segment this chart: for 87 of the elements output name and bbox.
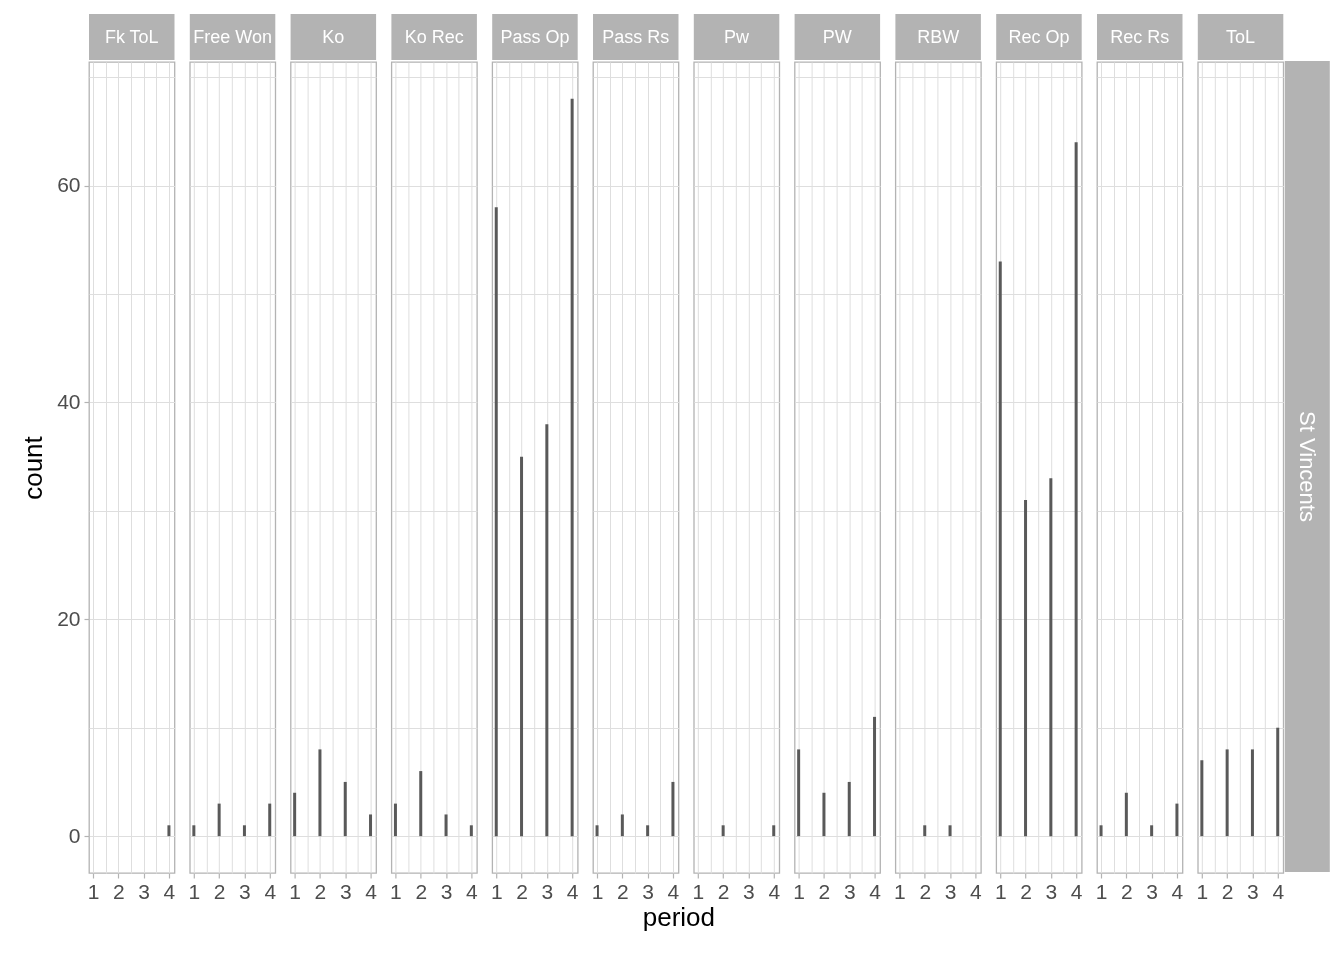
bar xyxy=(469,825,473,837)
chart-title: Rec Rs xyxy=(1110,27,1170,47)
x-tick-label: 3 xyxy=(1247,879,1259,903)
x-tick-label: 3 xyxy=(743,879,755,903)
bar xyxy=(998,261,1002,837)
x-tick-label: 4 xyxy=(1070,879,1083,903)
x-tick-label: 2 xyxy=(818,879,831,903)
bar xyxy=(318,749,322,837)
bar xyxy=(343,781,347,837)
x-tick-label: 2 xyxy=(717,879,730,903)
x-tick-label: 2 xyxy=(1020,879,1032,903)
bar xyxy=(520,456,524,837)
y-axis-title: count xyxy=(18,435,49,500)
x-tick-label: 1 xyxy=(188,879,201,903)
x-tick-label: 4 xyxy=(667,879,680,903)
x-tick-label: 2 xyxy=(213,879,226,903)
chart-title: ToL xyxy=(1226,27,1256,47)
bar xyxy=(797,749,801,837)
bar xyxy=(369,814,373,837)
chart-title: PW xyxy=(822,27,852,47)
x-tick-label: 1 xyxy=(289,879,301,903)
x-tick-label: 2 xyxy=(1121,879,1133,903)
x-tick-label: 1 xyxy=(692,879,705,903)
bar xyxy=(393,803,397,837)
bar xyxy=(570,98,574,837)
chart-title: Ko xyxy=(322,27,345,47)
x-tick-label: 3 xyxy=(239,879,251,903)
bar xyxy=(1024,500,1028,837)
bar xyxy=(1074,142,1078,837)
x-tick-label: 2 xyxy=(617,879,629,903)
x-tick-label: 2 xyxy=(1221,879,1234,903)
x-tick-label: 4 xyxy=(566,879,579,903)
x-tick-label: 1 xyxy=(1095,879,1108,903)
chart-title: Pass Op xyxy=(500,27,570,47)
bar xyxy=(419,771,423,837)
x-tick-label: 4 xyxy=(1171,879,1184,903)
x-tick-label: 3 xyxy=(1045,879,1058,903)
x-tick-label: 4 xyxy=(768,879,781,903)
x-tick-label: 3 xyxy=(944,879,957,903)
x-tick-label: 1 xyxy=(1196,879,1209,903)
x-tick-label: 4 xyxy=(1272,879,1285,903)
bar xyxy=(293,792,297,837)
chart-title: Rec Op xyxy=(1008,27,1070,47)
chart-title: Pw xyxy=(724,27,751,47)
bar xyxy=(494,207,498,837)
x-tick-label: 3 xyxy=(642,879,654,903)
chart-title: Fk ToL xyxy=(104,27,159,47)
x-tick-label: 2 xyxy=(919,879,932,903)
x-tick-label: 3 xyxy=(339,879,352,903)
bar xyxy=(847,781,851,837)
x-tick-label: 2 xyxy=(314,879,327,903)
bar xyxy=(822,792,826,837)
chart-title: Ko Rec xyxy=(404,27,464,47)
x-tick-label: 3 xyxy=(541,879,554,903)
y-tick-label: 40 xyxy=(57,389,81,413)
x-tick-label: 3 xyxy=(1146,879,1158,903)
bar xyxy=(545,424,549,837)
x-tick-label: 1 xyxy=(490,879,503,903)
x-tick-label: 3 xyxy=(843,879,856,903)
chart-title: Pass Rs xyxy=(602,27,670,47)
x-tick-label: 4 xyxy=(969,879,982,903)
text: St Vincents xyxy=(1295,411,1321,522)
x-tick-label: 4 xyxy=(365,879,378,903)
x-axis-title: period xyxy=(642,901,716,932)
x-tick-label: 4 xyxy=(264,879,277,903)
bar xyxy=(873,716,877,837)
chart-title: RBW xyxy=(917,27,960,47)
x-tick-label: 2 xyxy=(516,879,528,903)
x-tick-label: 1 xyxy=(793,879,805,903)
x-tick-label: 1 xyxy=(390,879,402,903)
bar xyxy=(1049,478,1053,837)
y-tick-label: 20 xyxy=(57,606,81,630)
bar xyxy=(444,814,448,837)
x-tick-label: 4 xyxy=(465,879,478,903)
x-tick-label: 3 xyxy=(440,879,453,903)
x-tick-label: 2 xyxy=(415,879,428,903)
x-tick-label: 2 xyxy=(113,879,125,903)
x-tick-label: 4 xyxy=(163,879,176,903)
y-tick-label: 60 xyxy=(57,173,81,197)
chart-title: Free Won xyxy=(193,27,272,47)
x-tick-label: 1 xyxy=(87,879,100,903)
x-tick-label: 1 xyxy=(591,879,604,903)
x-tick-label: 1 xyxy=(894,879,906,903)
x-tick-label: 1 xyxy=(994,879,1007,903)
x-tick-label: 4 xyxy=(869,879,882,903)
x-tick-label: 3 xyxy=(138,879,150,903)
y-tick-label: 0 xyxy=(68,823,81,847)
